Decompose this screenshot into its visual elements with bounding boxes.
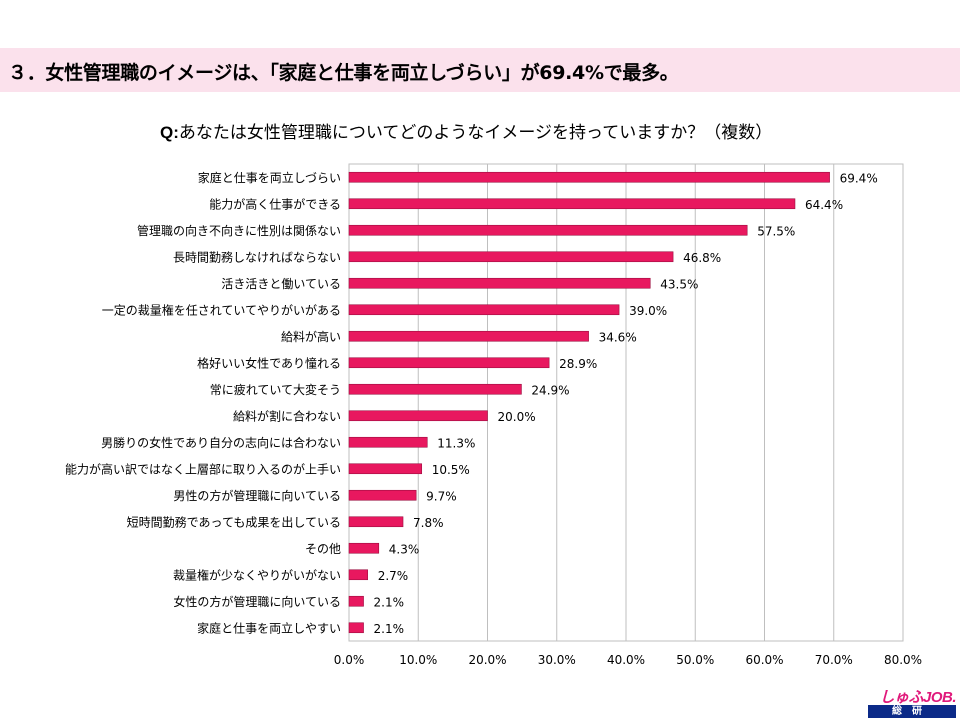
data-label: 2.7% <box>378 569 409 583</box>
bar <box>348 516 404 528</box>
category-label: 格好いい女性であり憧れる <box>197 355 341 370</box>
x-tick-label: 70.0% <box>815 653 853 667</box>
x-tick-label: 60.0% <box>745 653 783 667</box>
x-tick-label: 50.0% <box>676 653 714 667</box>
category-label: 常に疲れていて大変そう <box>210 382 341 397</box>
category-label: 男勝りの女性であり自分の志向には合わない <box>101 435 341 450</box>
data-label: 39.0% <box>629 304 667 318</box>
data-label: 28.9% <box>559 357 597 371</box>
data-label: 2.1% <box>374 595 405 609</box>
data-label: 43.5% <box>660 277 698 291</box>
bar <box>348 463 423 475</box>
data-label: 64.4% <box>805 198 843 212</box>
x-tick-label: 80.0% <box>884 653 922 667</box>
brand-logo: しゅふJOB. 総研 <box>866 686 957 718</box>
bar <box>348 330 589 342</box>
header-band <box>0 48 960 92</box>
bar <box>348 436 428 448</box>
data-label: 34.6% <box>599 330 637 344</box>
bar <box>348 251 674 263</box>
bar <box>348 569 368 581</box>
x-tick-label: 0.0% <box>334 653 365 667</box>
data-label: 46.8% <box>683 251 721 265</box>
x-tick-label: 10.0% <box>399 653 437 667</box>
data-label: 7.8% <box>413 516 444 530</box>
data-label: 20.0% <box>498 410 536 424</box>
data-label: 4.3% <box>389 542 420 556</box>
bar <box>348 224 748 236</box>
category-label: 能力が高い訳ではなく上層部に取り入るのが上手い <box>65 461 341 476</box>
bar <box>348 542 380 554</box>
category-label: 給料が高い <box>281 329 341 344</box>
data-label: 57.5% <box>757 224 795 238</box>
category-label: 短時間勤務であっても成果を出している <box>127 515 341 529</box>
category-label: 活き活きと働いている <box>221 277 341 291</box>
x-tick-label: 40.0% <box>607 653 645 667</box>
survey-question: Q:あなたは女性管理職についてどのようなイメージを持っていますか？（複数） <box>160 118 772 143</box>
category-label: 家庭と仕事を両立しやすい <box>197 620 341 635</box>
bar <box>348 410 488 422</box>
category-label: 長時間勤務しなければならない <box>173 250 341 264</box>
page-title: ３．女性管理職のイメージは、「家庭と仕事を両立しづらい」が69.4%で最多。 <box>8 62 679 84</box>
x-tick-label: 20.0% <box>468 653 506 667</box>
category-label: 女性の方が管理職に向いている <box>173 594 341 609</box>
data-label: 9.7% <box>426 489 457 503</box>
category-label: 家庭と仕事を両立しづらい <box>198 170 341 185</box>
question-text: あなたは女性管理職についてどのようなイメージを持っていますか？（複数） <box>178 123 773 143</box>
bar <box>348 489 417 501</box>
data-label: 2.1% <box>374 622 405 636</box>
category-label: 給料が割に合わない <box>233 408 341 423</box>
data-label: 10.5% <box>432 463 470 477</box>
question-prefix: Q: <box>160 123 179 142</box>
bar <box>348 171 830 183</box>
bar <box>348 595 364 607</box>
bar <box>348 198 796 210</box>
brand-subtitle: 総研 <box>868 705 956 718</box>
category-label: 能力が高く仕事ができる <box>209 196 341 211</box>
bar <box>348 383 522 395</box>
category-label: 裁量権が少なくやりがいがない <box>173 567 341 582</box>
brand-name: しゅふJOB. <box>879 689 956 706</box>
bar <box>348 277 651 289</box>
bar <box>348 622 364 634</box>
data-label: 69.4% <box>840 171 878 185</box>
data-label: 24.9% <box>531 383 569 397</box>
category-label: その他 <box>305 542 341 556</box>
bar <box>348 357 550 369</box>
x-tick-label: 30.0% <box>538 653 576 667</box>
category-label: 一定の裁量権を任されていてやりがいがある <box>102 302 341 317</box>
bar <box>348 304 620 316</box>
category-label: 管理職の向き不向きに性別は関係ない <box>137 223 341 238</box>
data-label: 11.3% <box>437 436 475 450</box>
category-label: 男性の方が管理職に向いている <box>173 488 341 503</box>
